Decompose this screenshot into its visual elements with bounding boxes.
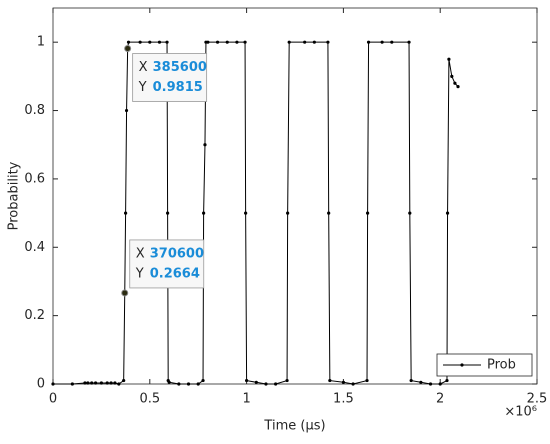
data-point [274,382,278,386]
data-point [124,108,129,113]
y-tick-label: 1 [37,35,45,50]
x-axis-label: Time (μs) [263,419,325,434]
data-point [148,40,152,44]
data-point [70,382,74,386]
data-point [90,381,94,385]
y-axis-label: Probability [7,161,22,230]
data-point [287,40,291,44]
data-point [51,382,55,386]
data-point [285,378,289,383]
x-tick-label: 1 [242,392,250,407]
data-point [186,382,191,386]
y-tick-label: 0 [37,377,45,392]
datatip-y-value: 0.9815 [153,80,203,95]
data-point [166,211,170,215]
data-point [328,378,332,383]
data-point [206,40,210,44]
data-point [326,40,330,44]
legend-marker [460,363,464,367]
data-point [428,382,433,386]
data-point [196,382,200,386]
data-point [380,40,384,44]
data-point [109,381,113,385]
x-tick-label: 2.5 [527,392,548,407]
data-point [351,382,355,386]
x-tick-label: 0 [49,392,57,407]
legend-box [436,353,533,377]
data-point [445,378,449,383]
data-point [243,40,247,44]
y-tick-label: 0.4 [24,240,45,255]
data-point [122,378,126,383]
data-point [445,211,450,215]
data-line [53,41,459,385]
data-point [366,211,370,215]
data-point [215,40,220,44]
datatip-marker [121,289,129,297]
y-tick-label: 0.2 [24,308,45,323]
x-tick-label: 2 [436,392,444,407]
data-point [245,378,249,383]
data-point [113,381,117,385]
datatip-y-value: 0.2664 [150,266,200,281]
data-point [126,40,131,44]
x-tick-label: 1.5 [333,392,354,407]
data-point [254,380,258,384]
data-point [409,378,413,383]
data-point [341,380,345,384]
datatip-box [132,53,208,102]
data-point [438,382,442,386]
data-point [390,40,394,44]
data-point [138,40,142,44]
data-point [99,381,103,385]
data-point [303,40,307,44]
data-point [177,382,181,386]
data-point [365,378,369,383]
datatip-x-label: X [139,60,148,75]
data-point [244,211,248,215]
y-tick-label: 0.8 [24,103,45,118]
data-point [86,381,90,385]
data-point [408,211,412,215]
data-point [167,380,171,384]
data-point [201,378,205,383]
data-point [117,382,121,386]
data-point [157,40,162,44]
data-point [202,211,206,215]
x-tick-label: 0.5 [139,392,160,407]
data-point [450,74,454,78]
data-point [447,57,451,61]
data-point [453,81,457,85]
data-point [419,380,423,384]
data-point [264,382,268,386]
datatip-box [129,239,205,289]
datatip-x-label: X [136,246,145,261]
data-point [83,381,87,385]
data-point [327,211,331,215]
data-point [93,381,98,385]
data-point [312,40,316,44]
data-point [235,40,239,44]
data-point [165,40,169,44]
datatip-x-value: 385600 [153,60,207,75]
data-point [124,211,128,215]
data-point [456,85,460,89]
data-point [105,381,109,385]
datatip-x-value: 370600 [150,246,204,261]
data-point [286,211,290,215]
y-tick-label: 0.6 [24,171,45,186]
datatip-y-label: Y [135,266,144,281]
data-point [407,40,411,44]
x-multiplier: ×10⁶ [504,405,537,420]
datatip-marker [124,45,132,53]
data-point [203,143,207,147]
legend-label: Prob [487,358,516,373]
datatip-y-label: Y [138,80,147,95]
data-point [225,40,229,44]
data-point [366,40,371,44]
